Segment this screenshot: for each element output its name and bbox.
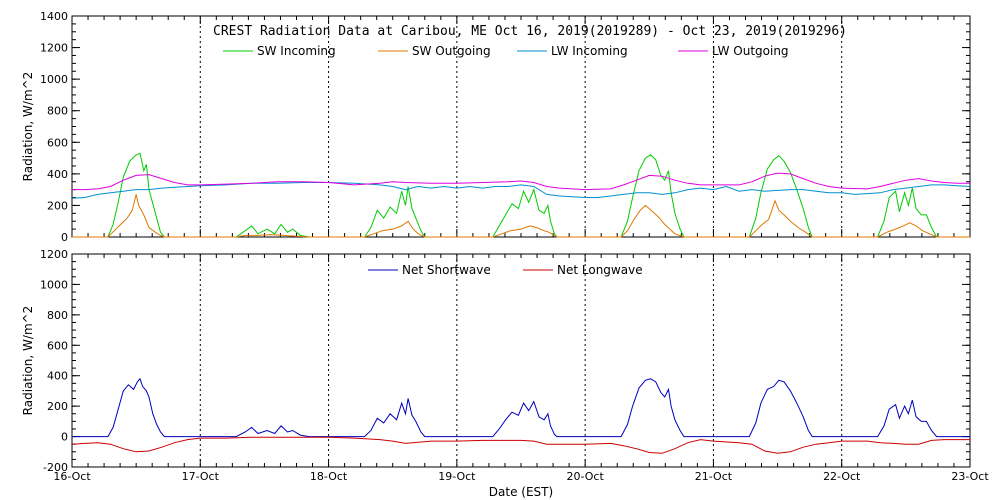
x-tick-label: 22-Oct <box>823 470 861 483</box>
y-tick-label: 800 <box>47 309 68 322</box>
legend-label-lw-incoming: LW Incoming <box>551 44 628 58</box>
legend-label-net-longwave: Net Longwave <box>557 263 643 277</box>
y-tick-label: 1400 <box>40 10 68 23</box>
x-tick-label: 21-Oct <box>695 470 733 483</box>
y-tick-label: 1200 <box>40 248 68 261</box>
chart-title: CREST Radiation Data at Caribou, ME Oct … <box>213 24 847 39</box>
y-tick-label: 200 <box>47 199 68 212</box>
y-tick-label: 600 <box>47 136 68 149</box>
x-tick-label: 18-Oct <box>310 470 348 483</box>
y-tick-label: 400 <box>47 370 68 383</box>
legend-label-lw-outgoing: LW Outgoing <box>712 44 789 58</box>
x-tick-label: 17-Oct <box>182 470 220 483</box>
y-tick-label: 1000 <box>40 278 68 291</box>
series-line-lw-incoming <box>71 182 971 199</box>
y-tick-label: 200 <box>47 400 68 413</box>
series-line-lw-outgoing <box>72 172 970 191</box>
series-line-net-shortwave <box>72 377 970 438</box>
y-tick-label: 1200 <box>40 42 68 55</box>
y-tick-label: 400 <box>47 168 68 181</box>
y-axis-title: Radiation, W/m^2 <box>21 72 35 182</box>
lower-panel-net-radiation: -200 0 200 400 600 800 1000 1200 Radiation, W/m^… <box>21 248 989 499</box>
x-tick-label: 23-Oct <box>951 470 989 483</box>
series-line-net-longwave <box>71 436 970 454</box>
legend-label-net-shortwave: Net Shortwave <box>402 263 491 277</box>
legend-label-sw-outgoing: SW Outgoing <box>412 44 491 58</box>
y-tick-label: 1000 <box>40 73 68 86</box>
series-line-sw-incoming <box>72 152 970 238</box>
x-axis-title: Date (EST) <box>489 485 553 499</box>
y-tick-label: 600 <box>47 339 68 352</box>
legend-label-sw-incoming: SW Incoming <box>257 44 336 58</box>
y-tick-label: -200 <box>43 461 68 474</box>
y-tick-label: 0 <box>61 431 68 444</box>
upper-panel-radiation: 0 200 400 600 800 1000 1200 1400 Radiation, W/m^… <box>21 10 971 244</box>
y-tick-label: 0 <box>61 231 68 244</box>
x-tick-label: 20-Oct <box>566 470 604 483</box>
x-tick-label: 19-Oct <box>438 470 476 483</box>
y-tick-label: 800 <box>47 105 68 118</box>
y-axis-title: Radiation, W/m^2 <box>21 306 35 416</box>
x-tick-label: 16-Oct <box>53 470 91 483</box>
series-line-sw-outgoing <box>72 194 970 238</box>
